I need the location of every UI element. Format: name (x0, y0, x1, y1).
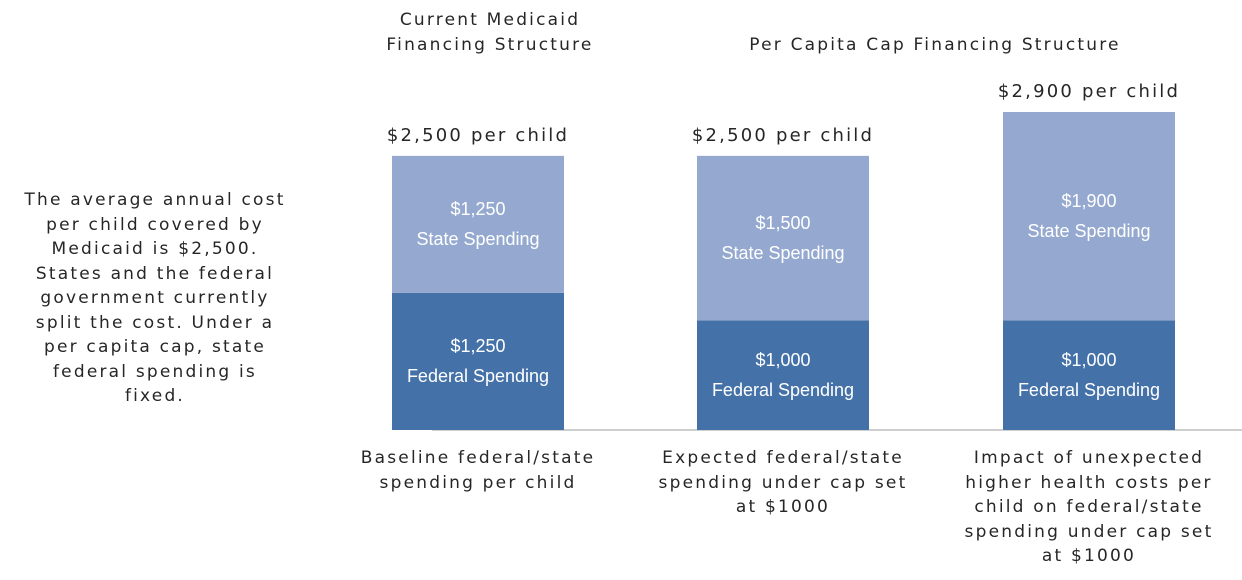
bar-segment (1003, 112, 1175, 321)
series-label: Federal Spending (407, 366, 549, 386)
series-label: State Spending (416, 229, 539, 249)
bar-segment (697, 155, 869, 321)
note: The average annual cost per child covere… (24, 190, 286, 406)
value-label: $1,000 (755, 350, 810, 370)
value-label: $1,250 (450, 199, 505, 219)
series-label: Federal Spending (712, 380, 854, 400)
total-label: $2,900 per child (998, 81, 1180, 102)
total-label: $2,500 per child (387, 125, 569, 146)
series-label: Federal Spending (1018, 380, 1160, 400)
value-label: $1,500 (755, 213, 810, 233)
group-title: Per Capita Cap Financing Structure (749, 35, 1121, 55)
series-label: State Spending (721, 243, 844, 263)
bar-segment (392, 292, 564, 430)
value-label: $1,000 (1061, 350, 1116, 370)
value-label: $1,250 (450, 336, 505, 356)
value-label: $1,900 (1061, 191, 1116, 211)
x-tick-label: Expected federal/state spending under ca… (658, 448, 908, 517)
x-tick-label: Baseline federal/state spending per chil… (360, 448, 596, 493)
bar-segment (1003, 320, 1175, 430)
bar-segment (392, 155, 564, 293)
group-title: Current Medicaid Financing Structure (386, 10, 594, 55)
series-label: State Spending (1027, 221, 1150, 241)
bar-segment (697, 320, 869, 430)
x-tick-label: Impact of unexpected higher health costs… (964, 448, 1214, 566)
total-label: $2,500 per child (692, 125, 874, 146)
